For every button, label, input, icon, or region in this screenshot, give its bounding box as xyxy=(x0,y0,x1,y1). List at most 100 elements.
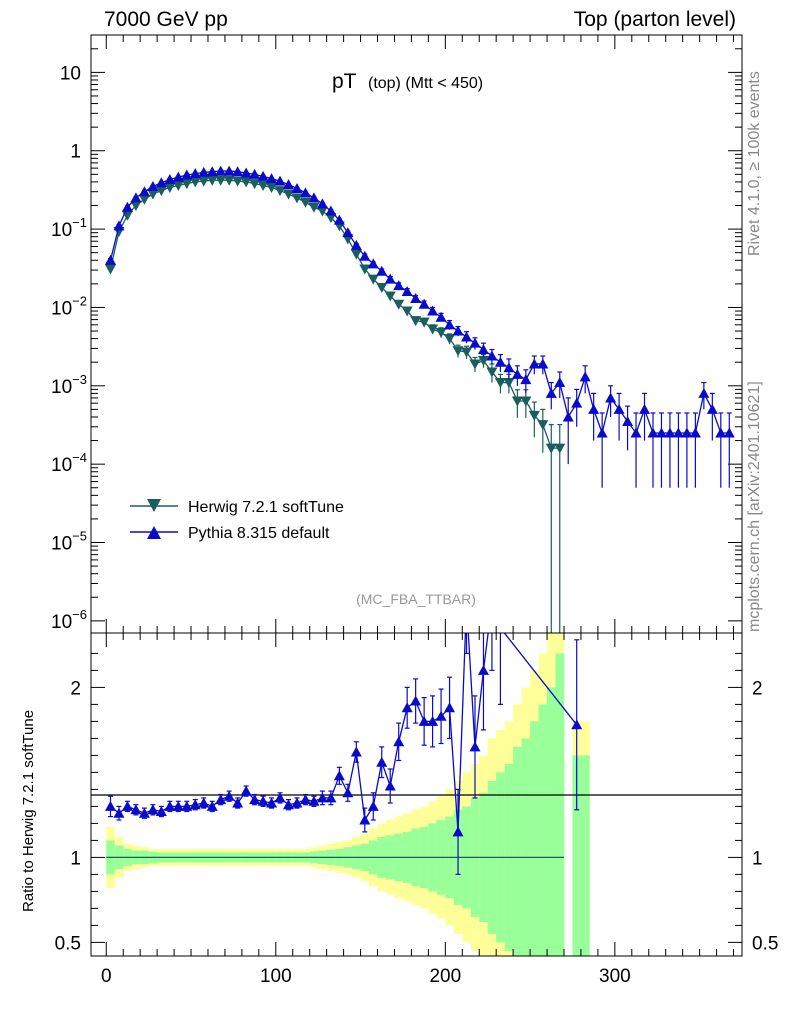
data-point xyxy=(672,427,684,438)
data-point xyxy=(401,306,413,317)
data-point xyxy=(164,182,176,193)
data-point xyxy=(376,265,388,276)
data-point xyxy=(393,299,405,310)
ratio-point xyxy=(121,800,133,811)
data-point xyxy=(223,165,235,176)
ratio-point xyxy=(138,807,150,818)
data-point xyxy=(359,250,371,261)
ratio-point xyxy=(401,702,413,713)
y-tick-label: 10−5 xyxy=(51,529,87,555)
data-point xyxy=(537,420,549,431)
ratio-panel: 0.5 0.5 1 1 2 2 0 100 200 300 xyxy=(55,632,778,987)
data-point xyxy=(266,182,278,193)
ratio-y-tick-label-right: 2 xyxy=(752,678,763,699)
data-point xyxy=(147,189,159,200)
data-point xyxy=(452,346,464,357)
ratio-y-tick-label: 0.5 xyxy=(55,933,81,954)
data-point xyxy=(291,182,303,193)
legend-marker-pythia xyxy=(147,526,161,539)
data-point xyxy=(410,293,422,304)
ratio-point xyxy=(130,804,142,815)
ratio-point xyxy=(427,715,439,726)
data-point xyxy=(427,305,439,316)
ratio-y-tick-label: 1 xyxy=(70,848,81,869)
series-herwig xyxy=(104,175,566,633)
ratio-point xyxy=(316,792,328,803)
ratio-point xyxy=(147,804,159,815)
y-tick-label: 10 xyxy=(60,63,81,84)
ratio-point xyxy=(376,756,388,767)
data-point xyxy=(596,427,608,438)
data-point xyxy=(325,213,337,224)
data-point xyxy=(359,264,371,275)
data-point xyxy=(545,387,557,398)
data-point xyxy=(511,368,523,379)
chart-title-small: (top) (Mtt < 450) xyxy=(368,75,483,92)
data-point xyxy=(469,337,481,348)
data-point xyxy=(520,396,532,407)
data-point xyxy=(325,205,337,216)
data-point xyxy=(622,416,634,427)
ratio-y-tick-label-right: 1 xyxy=(752,848,763,869)
data-point xyxy=(461,331,473,342)
y-tick-label: 10−4 xyxy=(51,450,87,476)
ratio-series-pythia xyxy=(104,633,583,876)
data-point xyxy=(452,325,464,336)
data-point xyxy=(274,175,286,186)
legend-label-herwig: Herwig 7.2.1 softTune xyxy=(188,499,344,516)
ratio-point xyxy=(155,806,167,816)
data-point xyxy=(528,358,540,369)
data-point xyxy=(571,397,583,408)
data-point xyxy=(333,214,345,225)
data-point xyxy=(138,194,150,205)
data-point xyxy=(477,356,489,367)
data-point xyxy=(418,317,430,328)
ratio-point xyxy=(257,795,269,806)
ratio-point xyxy=(359,814,371,825)
chart-title: pT (top) (Mtt < 450) xyxy=(332,70,483,93)
data-point xyxy=(215,165,227,176)
data-point xyxy=(113,220,125,231)
data-point xyxy=(444,319,456,330)
data-point xyxy=(376,282,388,293)
ratio-point xyxy=(181,800,193,811)
data-point xyxy=(138,186,150,197)
data-point xyxy=(444,334,456,345)
ratio-point xyxy=(172,800,184,811)
data-point xyxy=(308,202,320,213)
data-point xyxy=(503,362,515,373)
data-point xyxy=(477,344,489,355)
data-point xyxy=(121,201,133,212)
band-inner-segment xyxy=(555,653,565,956)
ratio-point xyxy=(418,715,430,726)
header-left: 7000 GeV pp xyxy=(104,8,228,31)
data-point xyxy=(367,274,379,285)
x-tick-label: 100 xyxy=(260,966,292,987)
data-point xyxy=(266,173,278,184)
data-point xyxy=(257,170,269,181)
data-point xyxy=(164,173,176,184)
ratio-y-tick-label-right: 0.5 xyxy=(752,933,778,954)
data-point xyxy=(283,189,295,200)
ratio-point xyxy=(452,826,464,837)
legend: Herwig 7.2.1 softTune Pythia 8.315 defau… xyxy=(130,499,344,542)
data-point xyxy=(401,285,413,296)
y-tick-label: 10−3 xyxy=(51,372,87,398)
data-point xyxy=(206,175,218,186)
ratio-point xyxy=(249,794,261,805)
band-inner-segment xyxy=(521,738,531,956)
y-tick-label: 10−2 xyxy=(51,293,87,319)
data-point xyxy=(316,206,328,217)
data-point xyxy=(181,169,193,180)
data-point xyxy=(706,403,718,414)
main-panel: 10−6 10−5 10−4 10−3 10−2 10−1 1 10 xyxy=(51,34,743,634)
data-point xyxy=(240,177,252,188)
data-point xyxy=(384,291,396,302)
ratio-point xyxy=(266,797,278,808)
ratio-point xyxy=(477,664,489,675)
band-inner-segment xyxy=(530,721,539,956)
data-point xyxy=(215,175,227,186)
ratio-point xyxy=(342,787,354,798)
data-point xyxy=(528,410,540,421)
